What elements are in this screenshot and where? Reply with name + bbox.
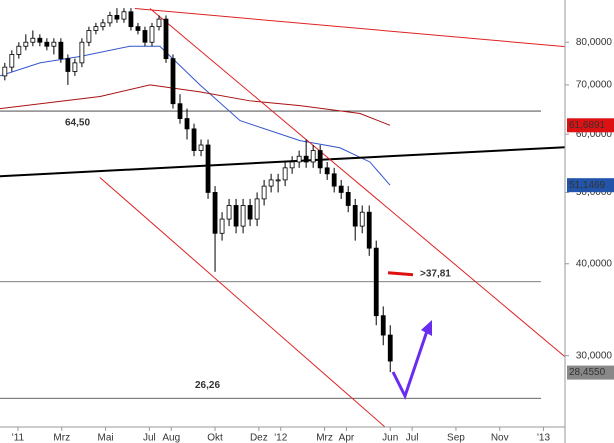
candle-body	[191, 128, 197, 151]
candle-body	[254, 198, 260, 220]
candle-body	[352, 205, 358, 227]
x-tick-label: Apr	[339, 433, 355, 443]
x-tick-label: '13	[537, 433, 550, 443]
candle-body	[58, 41, 64, 60]
x-tick-label: Nov	[491, 433, 509, 443]
y-tick-label: 80,0000	[576, 37, 613, 48]
x-tick-label: Aug	[162, 433, 180, 443]
price-tag	[567, 365, 614, 380]
candle-body	[324, 167, 330, 175]
candle-body	[261, 185, 267, 200]
candle-body	[317, 150, 323, 169]
candle-body	[170, 58, 176, 105]
candle-body	[338, 185, 344, 193]
candle-body	[177, 103, 183, 119]
level-label: >37,81	[420, 268, 451, 279]
candle-body	[282, 167, 288, 181]
candle-body	[16, 45, 22, 55]
x-tick-label: '11	[12, 433, 25, 443]
candle-body	[93, 26, 99, 31]
candle-body	[86, 30, 92, 43]
candle-body	[233, 205, 239, 227]
y-tick-label: 60,0000	[576, 129, 613, 140]
candle-body	[359, 211, 365, 227]
candle-body	[156, 18, 162, 28]
x-tick-label: Jul	[143, 433, 156, 443]
candle-body	[303, 155, 309, 163]
x-tick-label: Mai	[97, 433, 113, 443]
candle-body	[289, 161, 295, 169]
candle-body	[2, 66, 8, 77]
candle-body	[107, 15, 113, 24]
candle-body	[296, 155, 302, 163]
price-tag	[567, 118, 614, 133]
x-tick-label: '12	[274, 433, 287, 443]
candle-body	[198, 144, 204, 151]
candle-body	[373, 247, 379, 317]
price-tag	[567, 178, 614, 193]
arrow	[391, 327, 430, 400]
candle-body	[163, 18, 169, 60]
candle-body	[380, 315, 386, 336]
candle-body	[44, 41, 50, 47]
candle-body	[100, 22, 106, 28]
candle-body	[149, 26, 155, 43]
candle-body	[128, 11, 134, 28]
level-label: 26,26	[195, 380, 220, 391]
x-tick-label: Sep	[447, 433, 465, 443]
x-tick-label: Jun	[382, 433, 398, 443]
candle-body	[65, 58, 71, 72]
candle-body	[30, 37, 36, 43]
price-tag-label: 61,6891	[569, 120, 606, 131]
candle-body	[331, 173, 337, 187]
candle-body	[240, 205, 246, 227]
candle-body	[212, 192, 218, 234]
candle-body	[226, 205, 232, 220]
x-tick-label: Mrz	[53, 433, 70, 443]
candle-body	[135, 26, 141, 31]
candle-body	[275, 179, 281, 182]
plot-area	[0, 8, 565, 427]
candle-body	[142, 30, 148, 43]
y-tick-label: 70,0000	[576, 80, 613, 91]
candle-body	[219, 218, 225, 234]
candle-body	[51, 41, 57, 47]
overlay-line	[149, 8, 565, 358]
y-tick-label: 40,0000	[576, 258, 613, 269]
axes: 30,0000 40,0000 50,0000 60,0000 70,0000 80,00…	[12, 37, 614, 443]
candle-body	[345, 192, 351, 206]
candle-body	[184, 118, 190, 130]
arrow-head	[421, 320, 432, 336]
candle-body	[387, 334, 393, 362]
x-tick-label: Jul	[406, 433, 419, 443]
candle-body	[247, 205, 253, 220]
price-tag-label: 28,4550	[569, 367, 606, 378]
candle-body	[310, 150, 316, 163]
candle-body	[114, 15, 120, 20]
candle-body	[23, 41, 29, 47]
candle-body	[37, 37, 43, 43]
level-label: 64,50	[65, 118, 90, 129]
overlay-line	[134, 8, 565, 48]
x-tick-label: Mrz	[316, 433, 333, 443]
candle-body	[79, 41, 85, 64]
overlay-line	[0, 84, 391, 126]
x-tick-label: Okt	[207, 433, 223, 443]
overlay-line	[99, 177, 386, 427]
candle-body	[121, 11, 127, 20]
candle-body	[9, 54, 15, 68]
x-tick-label: Dez	[250, 433, 268, 443]
price-tag-label: 51,1469	[569, 180, 606, 191]
candle-body	[268, 179, 274, 187]
level-marker	[387, 271, 414, 277]
candle-body	[366, 211, 372, 249]
y-tick-label: 30,0000	[576, 350, 613, 361]
candle-body	[72, 62, 78, 72]
overlay-line	[0, 146, 565, 178]
y-tick-label: 50,0000	[576, 187, 613, 198]
candle-body	[205, 144, 211, 193]
